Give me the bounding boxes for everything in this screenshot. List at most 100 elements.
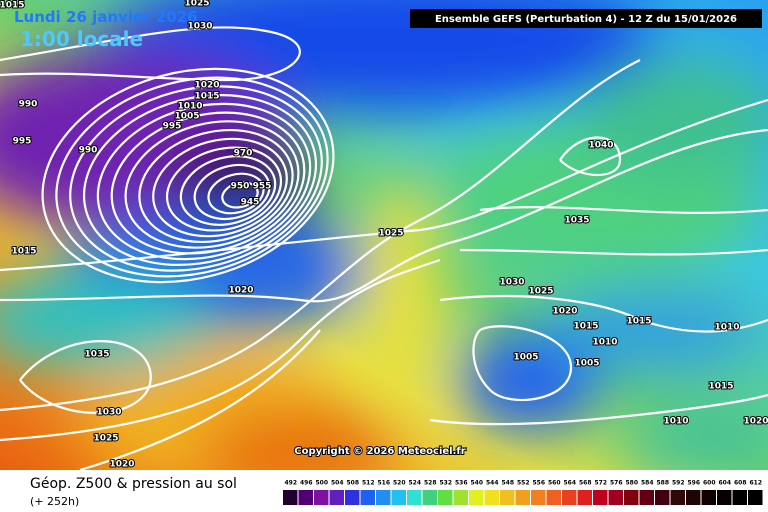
footer-title: Géop. Z500 & pression au sol [30, 476, 237, 492]
scale-label: 552 [517, 480, 530, 487]
scale-swatch [701, 490, 716, 505]
scale-swatch [422, 490, 437, 505]
scale-swatch [345, 490, 360, 505]
scale-label: 524 [408, 480, 421, 487]
scale-label: 580 [625, 480, 638, 487]
isobar-label: 1020 [743, 417, 768, 427]
scale-label: 564 [563, 480, 576, 487]
scale-label: 528 [424, 480, 437, 487]
scale-label: 608 [734, 480, 747, 487]
isobars [0, 26, 768, 470]
scale-label: 596 [687, 480, 700, 487]
isobar [221, 181, 259, 209]
copyright: Copyright © 2026 Meteociel.fr [294, 446, 465, 457]
scale-swatch [670, 490, 685, 505]
scale-swatch [577, 490, 592, 505]
scale-label: 576 [610, 480, 623, 487]
scale-swatch [329, 490, 344, 505]
scale-swatch [593, 490, 608, 505]
run-info: Ensemble GEFS (Perturbation 4) - 12 Z du… [435, 14, 737, 25]
scale-label: 504 [331, 480, 344, 487]
isobar [459, 248, 768, 256]
scale-label: 548 [501, 480, 514, 487]
isobar [0, 258, 441, 442]
isobar [152, 137, 288, 238]
lead-time: (+ 252h) [30, 495, 79, 508]
isobar-label: 1030 [187, 22, 212, 32]
isobar [559, 136, 622, 177]
isobar-label: 1025 [184, 0, 209, 9]
scale-swatch [686, 490, 701, 505]
isobar-label: 1030 [96, 408, 121, 418]
scale-label: 496 [300, 480, 313, 487]
isobar-label: 950 [231, 182, 250, 192]
isobar [193, 163, 271, 221]
isobar-label: 1015 [626, 317, 651, 327]
isobar [110, 111, 306, 255]
scale-swatch [500, 490, 515, 505]
scale-label: 536 [455, 480, 468, 487]
isobar [41, 67, 335, 284]
isobar [79, 329, 321, 470]
scale-swatch [562, 490, 577, 505]
isobar [179, 155, 277, 226]
scale-label: 588 [656, 480, 669, 487]
scale-label: 572 [594, 480, 607, 487]
isobar-label: 1030 [499, 278, 524, 288]
scale-label: 512 [362, 480, 375, 487]
scale-label: 612 [749, 480, 762, 487]
scale-label: 604 [718, 480, 731, 487]
scale-swatch [484, 490, 499, 505]
scale-label: 540 [470, 480, 483, 487]
isobar-label: 1010 [714, 323, 739, 333]
isobar-label: 995 [13, 137, 32, 147]
scale-label: 516 [377, 480, 390, 487]
isobar-label: 1005 [574, 359, 599, 369]
scale-swatch [608, 490, 623, 505]
scale-label: 556 [532, 480, 545, 487]
isobar-label: 990 [79, 146, 98, 156]
local-time: 1:00 locale [20, 27, 143, 51]
scale-swatch [515, 490, 530, 505]
scale-label: 492 [284, 480, 297, 487]
isobar [429, 393, 768, 426]
isobar-label: 1025 [93, 434, 118, 444]
isobar [439, 294, 768, 333]
scale-label: 520 [393, 480, 406, 487]
isobar-label: 1020 [109, 460, 134, 470]
isobar-label: 1015 [708, 382, 733, 392]
isobar-label: 1035 [564, 216, 589, 226]
isobar [0, 128, 768, 303]
scale-label: 592 [672, 480, 685, 487]
scale-swatch [438, 490, 453, 505]
isobar [19, 340, 152, 414]
field [0, 0, 768, 470]
scale-swatch [531, 490, 546, 505]
isobar [96, 102, 312, 261]
isobar-label: 1005 [174, 112, 199, 122]
isobar-label: 1025 [528, 287, 553, 297]
isobar [479, 206, 768, 214]
scale-swatch [360, 490, 375, 505]
isobar [472, 325, 573, 402]
scale-swatch [655, 490, 670, 505]
scale-swatch [314, 490, 329, 505]
isobar-label: 955 [253, 182, 272, 192]
isobar [0, 26, 301, 82]
isobar-label: 945 [241, 198, 260, 208]
isobar [165, 146, 283, 232]
isobar-label: 990 [19, 100, 38, 110]
isobar [124, 120, 300, 249]
scale-swatch [624, 490, 639, 505]
isobar-label: 1010 [592, 338, 617, 348]
isobar-label: 1035 [84, 350, 109, 360]
isobar [69, 85, 323, 272]
isobar-label: 1010 [177, 102, 202, 112]
scale-swatch [453, 490, 468, 505]
isobar [207, 172, 265, 215]
scale-label: 508 [346, 480, 359, 487]
isobar-label: 1020 [552, 307, 577, 317]
isobar [82, 94, 318, 266]
scale-swatch [391, 490, 406, 505]
